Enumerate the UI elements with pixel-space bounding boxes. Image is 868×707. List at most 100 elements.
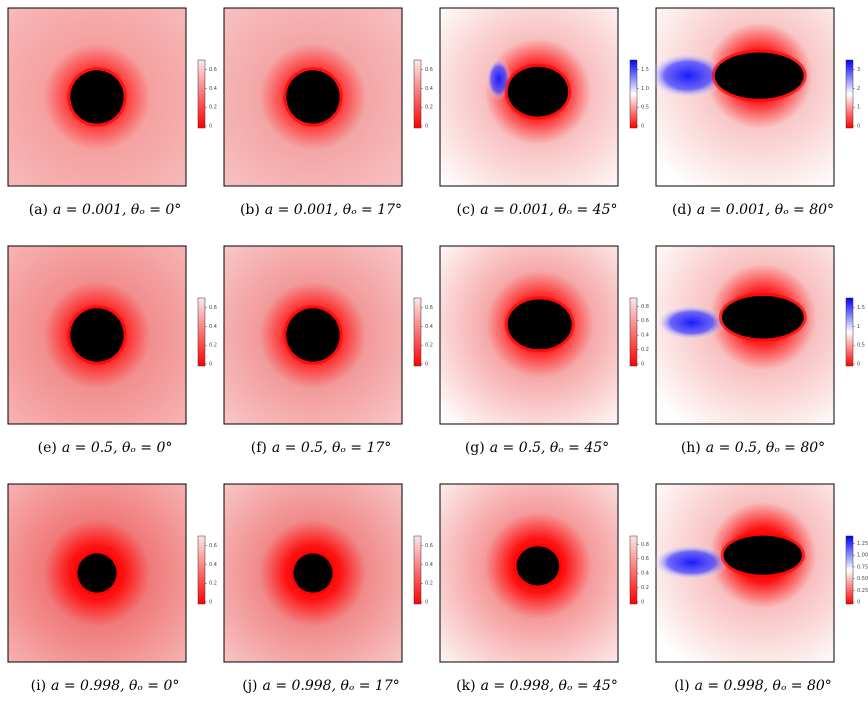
shadow [70, 70, 124, 124]
colorbar-tick-label: 0.6 [425, 67, 433, 73]
caption-label: (k) [456, 678, 475, 694]
colorbar-tick-label: 0 [857, 124, 860, 130]
caption-label: (c) [457, 202, 476, 218]
colorbar [845, 297, 854, 367]
shadow [507, 299, 572, 350]
colorbar-tick-label: 0.6 [641, 318, 649, 324]
colorbar-tick-label: 0.6 [425, 543, 433, 549]
panel: 0 0.5 1 1.5 (h) a = 0.5, θₒ = 80° [655, 245, 865, 456]
colorbar [629, 297, 638, 367]
caption-label: (d) [672, 202, 692, 218]
colorbar-tick-label: 2 [857, 86, 860, 92]
colorbar-tick-label: 3 [857, 67, 860, 73]
caption-text: a = 0.5, θₒ = 80° [706, 440, 825, 456]
colorbar-tick-label: 0.4 [641, 571, 649, 577]
panel: 0 0.2 0.4 0.6 (j) a = 0.998, θₒ = 17° [223, 483, 433, 694]
colorbar [197, 59, 206, 129]
colorbar-tick-label: 0 [857, 362, 860, 368]
colorbar-tick-label: 0.75 [857, 564, 868, 570]
colorbar-tick-label: 0.6 [209, 67, 217, 73]
shadow [714, 52, 804, 99]
colorbar-tick-label: 0 [641, 362, 644, 368]
caption: (a) a = 0.001, θₒ = 0° [29, 202, 182, 218]
colorbar [197, 535, 206, 605]
colorbar-tick-label: 0.4 [425, 562, 433, 568]
caption-label: (i) [31, 678, 46, 694]
colorbar-tick-label: 1.25 [857, 541, 868, 547]
colorbar [413, 535, 422, 605]
colorbar-tick-label: 0.4 [209, 562, 217, 568]
colorbar-tick-label: 1.5 [641, 67, 649, 73]
colorbar [845, 535, 854, 605]
panel: 0 0.5 1.0 1.5 (c) a = 0.001, θₒ = 45° [439, 7, 649, 218]
colorbar-tick-label: 0.2 [641, 347, 649, 353]
colorbar-tick-label: 0 [425, 124, 428, 130]
colorbar-tick-label: 0 [209, 362, 212, 368]
colorbar-tick-label: 0.6 [209, 543, 217, 549]
colorbar-tick-label: 0.8 [641, 304, 649, 310]
blue-region [652, 544, 731, 581]
colorbar-tick-label: 0 [209, 124, 212, 130]
caption-text: a = 0.998, θₒ = 0° [51, 678, 179, 694]
caption-text: a = 0.001, θₒ = 45° [480, 202, 617, 218]
colorbar-tick-label: 0 [425, 362, 428, 368]
caption: (b) a = 0.001, θₒ = 17° [240, 202, 402, 218]
caption-text: a = 0.001, θₒ = 17° [265, 202, 402, 218]
panel: 0 0.2 0.4 0.6 0.8 (g) a = 0.5, θₒ = 45° [439, 245, 649, 456]
colorbar-tick-label: 0 [857, 600, 860, 606]
shadow [293, 553, 333, 593]
colorbar [845, 59, 854, 129]
colorbar-tick-label: 0.8 [641, 542, 649, 548]
caption: (f) a = 0.5, θₒ = 17° [251, 440, 392, 456]
colorbar-tick-label: 1 [857, 324, 860, 330]
caption-label: (l) [674, 678, 689, 694]
caption-text: a = 0.5, θₒ = 0° [62, 440, 173, 456]
colorbar-tick-label: 1.0 [641, 86, 649, 92]
caption-text: a = 0.998, θₒ = 45° [481, 678, 618, 694]
colorbar-tick-label: 0.5 [857, 343, 865, 349]
caption: (c) a = 0.001, θₒ = 45° [457, 202, 618, 218]
shadow [507, 66, 569, 117]
caption: (h) a = 0.5, θₒ = 80° [681, 440, 825, 456]
colorbar [413, 297, 422, 367]
colorbar-tick-label: 0.50 [857, 576, 868, 582]
caption: (e) a = 0.5, θₒ = 0° [38, 440, 173, 456]
panel: 0 0.2 0.4 0.6 (i) a = 0.998, θₒ = 0° [7, 483, 217, 694]
caption-label: (b) [240, 202, 260, 218]
blue-region [648, 52, 728, 99]
colorbar-tick-label: 0 [641, 600, 644, 606]
shadow [516, 546, 560, 586]
colorbar-tick-label: 0.2 [641, 585, 649, 591]
shadow [721, 295, 804, 339]
caption-text: a = 0.5, θₒ = 17° [272, 440, 391, 456]
caption-text: a = 0.5, θₒ = 45° [490, 440, 609, 456]
colorbar-tick-label: 0 [641, 124, 644, 130]
colorbar-tick-label: 0.2 [209, 581, 217, 587]
colorbar-tick-label: 0.4 [425, 324, 433, 330]
caption: (g) a = 0.5, θₒ = 45° [465, 440, 609, 456]
colorbar-tick-label: 0.6 [641, 556, 649, 562]
shadow [286, 70, 340, 124]
caption-label: (e) [38, 440, 57, 456]
colorbar-tick-label: 0.2 [425, 343, 433, 349]
colorbar-tick-label: 0.4 [641, 333, 649, 339]
blue-region [656, 304, 728, 341]
colorbar-tick-label: 0.2 [425, 581, 433, 587]
colorbar-tick-label: 0.4 [209, 86, 217, 92]
panel: 0 0.2 0.4 0.6 (a) a = 0.001, θₒ = 0° [7, 7, 217, 218]
colorbar-tick-label: 0 [209, 600, 212, 606]
caption-text: a = 0.001, θₒ = 0° [53, 202, 181, 218]
colorbar [197, 297, 206, 367]
panel: 0 0.2 0.4 0.6 (e) a = 0.5, θₒ = 0° [7, 245, 217, 456]
colorbar [629, 535, 638, 605]
colorbar-tick-label: 0.25 [857, 588, 868, 594]
caption-label: (h) [681, 440, 701, 456]
colorbar-tick-label: 1.5 [857, 305, 865, 311]
caption: (j) a = 0.998, θₒ = 17° [242, 678, 400, 694]
colorbar-tick-label: 0.6 [209, 305, 217, 311]
panel: 0 0.2 0.4 0.6 (f) a = 0.5, θₒ = 17° [223, 245, 433, 456]
caption-text: a = 0.998, θₒ = 17° [263, 678, 400, 694]
caption-label: (j) [242, 678, 257, 694]
caption-label: (f) [251, 440, 267, 456]
